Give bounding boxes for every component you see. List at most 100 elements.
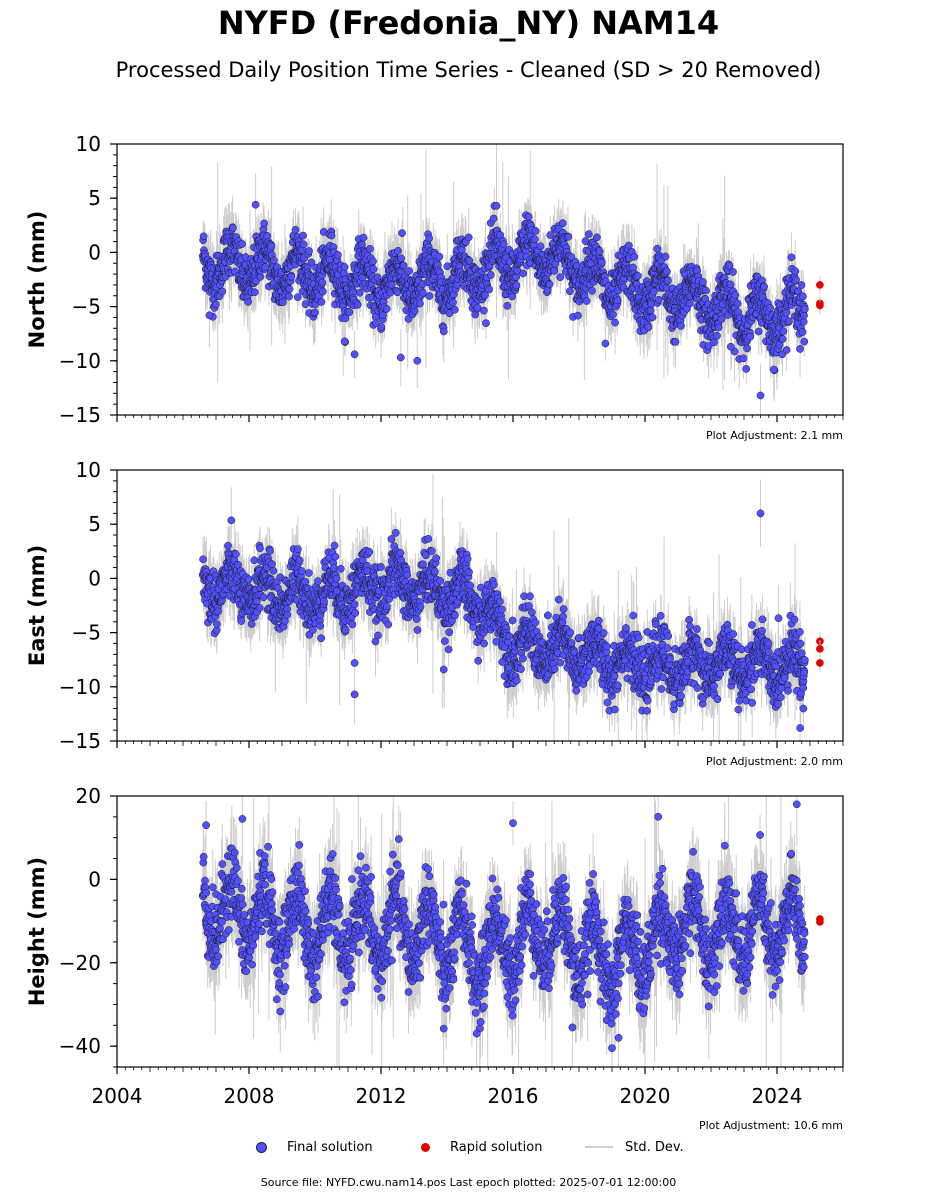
east-final-point <box>224 541 232 550</box>
east-final-point <box>664 632 673 640</box>
north-final-point <box>648 313 657 322</box>
east-final-point <box>330 541 339 550</box>
east-final-point <box>374 631 382 640</box>
east-final-point <box>444 645 453 654</box>
north-final-point <box>355 288 364 297</box>
east-final-point <box>377 563 385 571</box>
height-final-point <box>261 880 269 889</box>
north-final-point <box>285 285 294 293</box>
east-final-point <box>403 571 412 579</box>
east-final-point <box>710 682 718 690</box>
east-final-point <box>382 602 391 611</box>
east-final-point <box>780 673 789 682</box>
east-final-point <box>622 624 630 632</box>
north-final-point <box>556 273 565 282</box>
east-final-point <box>384 620 393 629</box>
north-final-point <box>350 350 359 359</box>
east-final-point <box>387 535 396 543</box>
north-final-point <box>546 231 555 239</box>
north-final-point <box>625 241 633 250</box>
north-final-point <box>595 247 604 255</box>
east-final-point <box>317 634 326 643</box>
chart-subtitle: Processed Daily Position Time Series - C… <box>115 58 822 82</box>
north-final-point <box>425 234 433 243</box>
east-final-point <box>748 698 757 707</box>
north-final-point <box>205 311 214 320</box>
height-final-point <box>202 888 211 897</box>
height-final-point <box>218 860 227 868</box>
north-final-point <box>800 337 809 346</box>
east-y-tick-label: −10 <box>59 675 101 699</box>
north-final-point <box>291 225 300 234</box>
east-final-point <box>350 600 359 609</box>
north-final-point <box>644 323 653 332</box>
north-final-point <box>582 297 591 305</box>
height-final-point <box>232 863 241 872</box>
north-final-point <box>725 261 734 270</box>
north-final-point <box>766 304 774 312</box>
east-final-point <box>572 686 581 695</box>
east-final-point <box>512 676 521 685</box>
east-final-point <box>480 639 488 648</box>
east-final-point <box>776 693 785 702</box>
east-final-point <box>232 550 240 559</box>
north-final-point <box>769 365 778 374</box>
east-final-point <box>774 700 782 708</box>
east-final-point <box>214 607 223 616</box>
north-final-point <box>397 254 406 263</box>
north-final-point <box>798 328 807 336</box>
east-final-point <box>554 595 563 604</box>
east-final-point <box>350 659 359 667</box>
height-final-point <box>249 941 258 950</box>
north-final-point <box>394 247 402 255</box>
north-final-point <box>714 323 723 332</box>
east-final-point <box>610 672 619 681</box>
east-final-point <box>365 547 374 556</box>
north-final-point <box>653 244 662 253</box>
east-final-point <box>250 556 259 565</box>
north-final-point <box>574 311 582 320</box>
north-final-point <box>340 337 349 346</box>
north-final-point <box>784 317 793 325</box>
east-final-point <box>412 615 421 623</box>
east-final-point <box>463 554 472 563</box>
east-final-point <box>320 597 328 606</box>
height-final-point <box>201 876 209 885</box>
east-y-tick-label: 0 <box>88 566 101 590</box>
north-final-point <box>779 327 788 336</box>
east-final-point <box>758 615 767 624</box>
east-final-point <box>247 620 256 628</box>
north-final-point <box>782 308 791 317</box>
north-final-point <box>340 263 349 271</box>
east-final-point <box>796 724 804 732</box>
north-final-point <box>799 292 807 301</box>
height-final-point <box>260 852 269 860</box>
height-final-point <box>245 953 253 962</box>
east-final-point <box>332 574 341 583</box>
east-final-point <box>594 616 603 625</box>
north-final-point <box>760 282 768 291</box>
east-final-point <box>517 665 525 673</box>
east-final-point <box>634 633 643 642</box>
north-final-point <box>327 231 336 240</box>
north-final-point <box>465 256 474 265</box>
east-final-point <box>199 555 207 564</box>
north-final-point <box>550 267 559 275</box>
east-y-tick-label: −5 <box>72 621 101 645</box>
east-final-point <box>308 626 317 634</box>
north-final-point <box>564 232 573 241</box>
north-final-point <box>369 265 378 273</box>
north-final-point <box>519 269 528 278</box>
east-final-point <box>255 604 264 612</box>
height-final-point <box>214 952 223 961</box>
north-final-point <box>317 298 326 306</box>
east-final-point <box>602 642 611 651</box>
east-final-point <box>331 552 340 561</box>
north-final-point <box>536 242 545 251</box>
north-final-point <box>792 275 800 284</box>
east-series <box>198 473 824 741</box>
east-final-point <box>474 656 483 665</box>
east-final-point <box>531 618 540 627</box>
